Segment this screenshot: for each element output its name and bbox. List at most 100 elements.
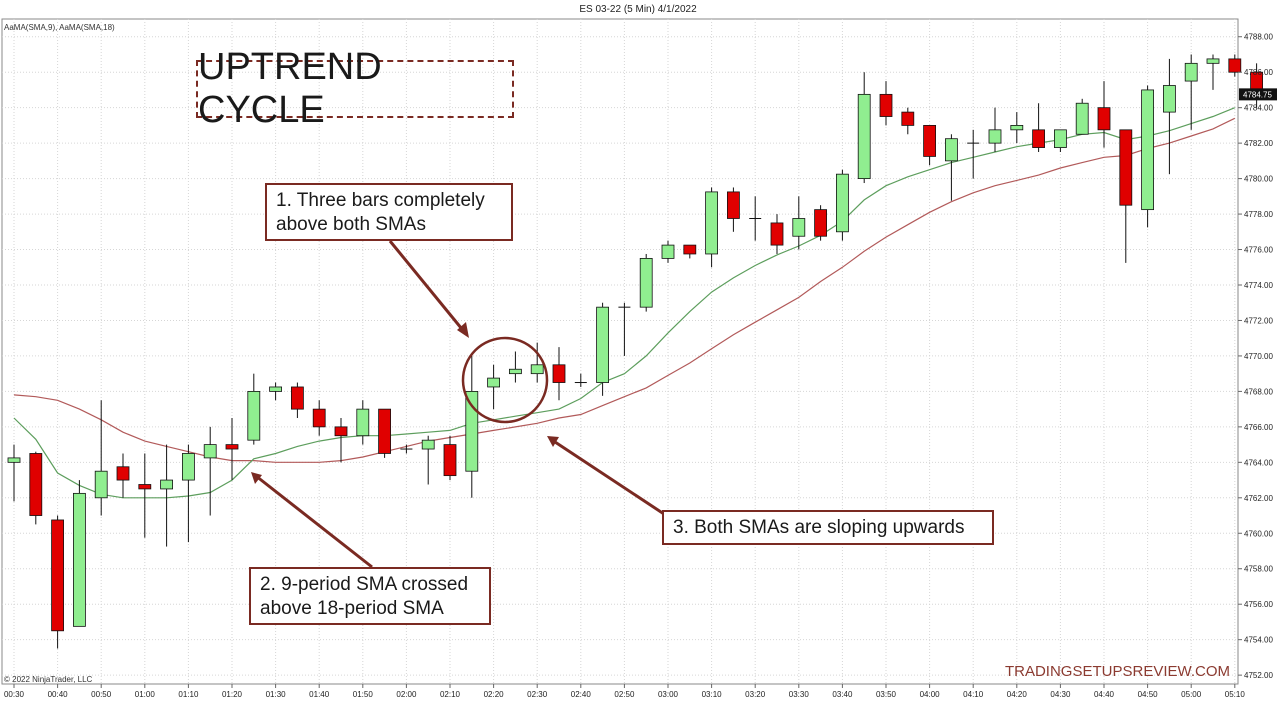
candle-down [29,451,43,525]
y-tick-label: 4788.00 [1244,33,1273,42]
candle-up [1141,85,1154,228]
candle-body [312,408,326,428]
candle-body [705,191,718,255]
candle-body [356,408,370,437]
candle-body [857,93,871,179]
candle-body [727,191,740,219]
y-tick-label: 4754.00 [1244,636,1273,645]
candle-up [1163,58,1176,175]
x-tick-label: 03:10 [702,690,723,699]
sma9-line [13,107,1236,499]
candle-body [879,93,893,117]
candle-body [1010,125,1024,131]
candle-down [51,515,64,649]
arrow-note3-head [547,436,559,447]
candle-up [945,134,958,201]
x-tick-label: 02:20 [484,690,505,699]
candle-down [1119,129,1133,263]
candle-up [1206,54,1220,90]
candle-body [225,444,239,450]
arrow-note3 [551,438,665,516]
x-tick-label: 04:50 [1138,690,1159,699]
candle-up [421,435,435,485]
y-tick-label: 4770.00 [1244,352,1273,361]
candle-body [94,470,108,499]
x-tick-label: 02:10 [440,690,461,699]
annotation-note2: 2. 9-period SMA crossed above 18-period … [249,567,491,625]
candle-down [290,382,304,418]
x-tick-label: 01:50 [353,690,374,699]
x-tick-label: 00:30 [4,690,25,699]
price-axis[interactable]: 4752.00 4754.00 4756.00 4758.00 4760.00 4762.… [1238,33,1277,680]
candle-down [312,400,326,436]
x-tick-label: 02:40 [571,690,592,699]
watermark-text: TRADINGSETUPSREVIEW.COM [1005,663,1230,680]
highlight-circle [461,336,549,424]
candle-up [247,373,261,445]
candle-up [530,342,544,383]
candle-body [1163,85,1176,113]
candle-body [443,444,457,477]
candle-down [116,453,130,498]
candle-body [1141,89,1154,211]
time-axis[interactable]: 00:30 00:40 00:50 01:00 01:10 01:20 01:30 01:40… [4,684,1245,699]
annotation-note3: 3. Both SMAs are sloping upwards [662,510,994,545]
candle-up [988,107,1002,152]
y-tick-label: 4752.00 [1244,671,1273,680]
candle-down [552,347,566,401]
copyright-text: © 2022 NinjaTrader, LLC [4,675,93,684]
candle-body [1097,107,1111,131]
candle-body [596,306,609,383]
candle-down [770,214,784,254]
candle-body [138,484,152,490]
candle-body [465,390,479,472]
y-tick-label: 4760.00 [1244,529,1273,538]
sma-lines [13,107,1236,499]
last-price-label: 4784.75 [1243,90,1272,99]
candle-down [1097,81,1111,148]
x-tick-label: 00:40 [48,690,69,699]
candle-up [857,72,871,184]
x-tick-label: 04:00 [920,690,941,699]
candle-body [290,386,304,410]
candle-up [1184,54,1198,130]
y-tick-label: 4758.00 [1244,565,1273,574]
candle-body [334,426,348,437]
candle-body [1184,62,1198,82]
candle-down [727,187,740,232]
candle-body [1054,129,1067,148]
candle-body [1206,58,1220,64]
chart-title: UPTREND CYCLE [198,46,382,131]
candle-body [814,209,827,237]
candle-body [988,129,1002,144]
candle-body [836,173,849,233]
candle-up [749,196,762,241]
arrow-note1 [388,240,468,335]
x-tick-label: 05:00 [1181,690,1202,699]
candle-body [421,439,435,450]
y-tick-label: 4762.00 [1244,494,1273,503]
candle-body [247,390,261,441]
x-tick-label: 03:50 [876,690,897,699]
y-tick-label: 4764.00 [1244,458,1273,467]
candle-up [203,426,217,516]
candle-body [29,453,43,516]
candle-up [836,169,849,241]
x-tick-label: 01:40 [309,690,330,699]
y-tick-label: 4784.00 [1244,104,1273,113]
candle-down [378,408,392,458]
last-price-marker [1239,88,1277,101]
candle-up [356,400,370,445]
y-tick-label: 4778.00 [1244,210,1273,219]
candle-up [181,444,195,543]
candle-down [879,81,893,126]
x-tick-label: 02:00 [396,690,417,699]
x-tick-label: 04:30 [1050,690,1071,699]
arrow-note2 [255,474,373,569]
candle-up [465,355,479,498]
annotation-note2-text: 2. 9-period SMA crossed above 18-period … [260,574,469,619]
y-tick-label: 4780.00 [1244,175,1273,184]
candle-down [923,125,936,166]
